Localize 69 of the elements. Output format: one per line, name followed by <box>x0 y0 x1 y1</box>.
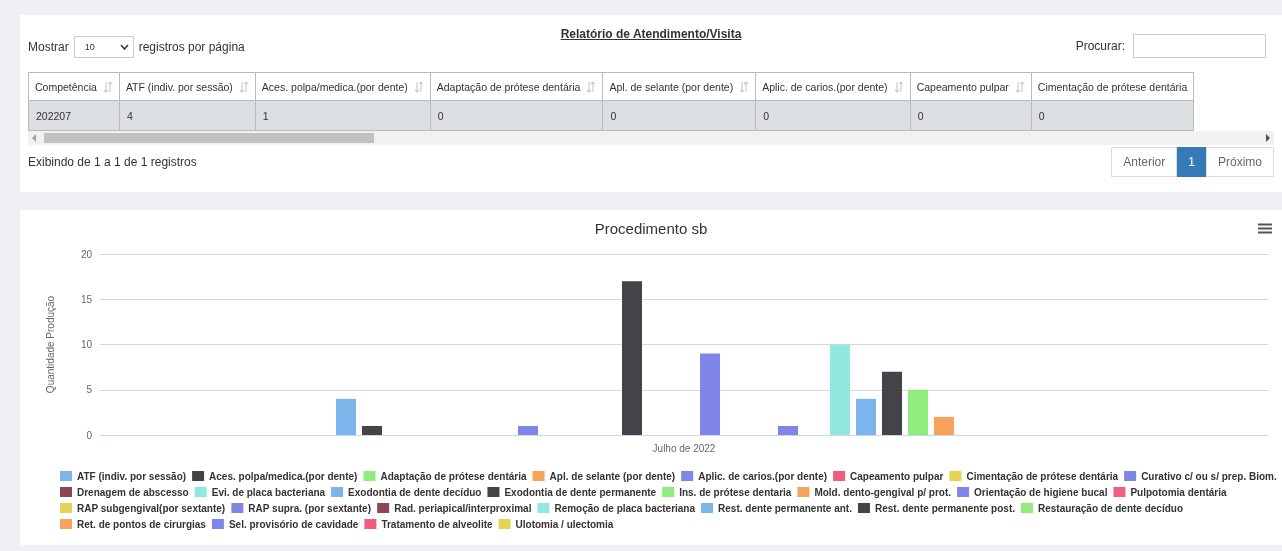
category-label: Aplic. de carios.(por dente) <box>762 80 888 93</box>
legend-label: Ulotomia / ulectomia <box>515 518 614 530</box>
legend-label: Rad. periapical/interproximal <box>394 502 532 514</box>
bar <box>882 371 902 435</box>
x-tick-label: Julho de 2022 <box>652 442 716 454</box>
legend-label: Evi. de placa bacteriana <box>211 486 326 498</box>
y-tick-label: 15 <box>80 293 93 305</box>
category-label: Cimentação de prótese dentária <box>1037 80 1188 93</box>
legend-label: Tratamento de alveolite <box>381 518 493 530</box>
y-tick-label: 20 <box>80 248 93 260</box>
legend-label: Rest. dente permanente post. <box>874 502 1016 514</box>
legend-label: Apl. de selante (por dente) <box>549 470 676 482</box>
legend-label: Mold. dento-gengival p/ prot. <box>814 486 952 498</box>
y-tick-label: 5 <box>86 384 93 396</box>
legend-label: Pulpotomia dentária <box>1130 486 1227 498</box>
legend-label: RAP subgengival(por sextante) <box>77 502 226 514</box>
legend-label: Ret. de pontos de cirurgias <box>77 518 207 530</box>
text: registros por página <box>138 40 245 54</box>
data-label: 1 <box>255 100 431 131</box>
data-label: 4 <box>119 100 256 131</box>
text: Exibindo de 1 a 1 de 1 registros <box>28 155 197 169</box>
bar <box>830 344 850 435</box>
legend-label: ATF (indiv. por sessão) <box>77 470 187 482</box>
y-tick-label: 10 <box>80 339 93 350</box>
pagination: Anterior 1 Próximo <box>1111 147 1274 177</box>
legend-label: Aplic. de carios.(por dente) <box>698 470 828 482</box>
y-axis-title: Quantidade Produção <box>44 295 56 394</box>
page-size-select: 10 <box>73 36 134 58</box>
category-label: Competência <box>35 80 97 93</box>
category-label: Aces. polpa/medica.(por dente) <box>261 80 408 93</box>
bar <box>622 281 642 435</box>
category-label: Capeamento pulpar <box>916 80 1009 93</box>
category-label: ATF (indiv. por sessão) <box>125 80 233 93</box>
data-label: 0 <box>1031 100 1194 131</box>
legend-label: Curativo c/ ou s/ prep. Biom. <box>1141 470 1277 482</box>
bar <box>934 416 954 435</box>
data-label: 0 <box>430 100 603 131</box>
legend-label: Adaptação de prótese dentária <box>380 470 528 482</box>
legend-label: Exodontia de dente permanente <box>504 486 657 498</box>
data-label: 202207 <box>28 100 120 131</box>
bar <box>908 389 928 435</box>
data-label: 0 <box>602 100 756 131</box>
legend-label: Cimentação de prótese dentária <box>966 470 1119 482</box>
chart-title: Procedimento sb <box>594 220 708 237</box>
text: Relatório de Atendimento/Visita <box>560 27 742 41</box>
legend-label: Sel. provisório de cavidade <box>228 518 359 530</box>
legend-label: Orientação de higiene bucal <box>974 486 1108 498</box>
bar <box>336 398 356 435</box>
text: Mostrar <box>28 40 69 54</box>
legend-label: Restauração de dente decíduo <box>1037 502 1184 514</box>
text: Procurar: <box>1075 39 1125 53</box>
bar <box>518 425 538 435</box>
bar <box>700 353 720 435</box>
data-label: 0 <box>755 100 911 131</box>
legend-label: Remoção de placa bacteriana <box>554 502 696 514</box>
legend-label: Drenagem de abscesso <box>77 486 189 498</box>
category-label: Apl. de selante (por dente) <box>609 80 734 93</box>
legend-label: RAP supra. (por sextante) <box>248 502 371 514</box>
bar <box>362 425 382 435</box>
bar <box>856 398 876 435</box>
legend-label: Aces. polpa/medica.(por dente) <box>209 470 358 482</box>
category-label: Adaptação de prótese dentária <box>436 80 581 93</box>
bar <box>778 425 798 435</box>
y-tick-label: 0 <box>86 429 93 441</box>
legend-label: Rest. dente permanente ant. <box>718 502 853 514</box>
legend-label: Exodontia de dente decíduo <box>348 486 482 498</box>
legend-label: Capeamento pulpar <box>850 470 944 482</box>
data-label: 0 <box>910 100 1032 131</box>
legend-label: Ins. de prótese dentaria <box>679 486 792 498</box>
